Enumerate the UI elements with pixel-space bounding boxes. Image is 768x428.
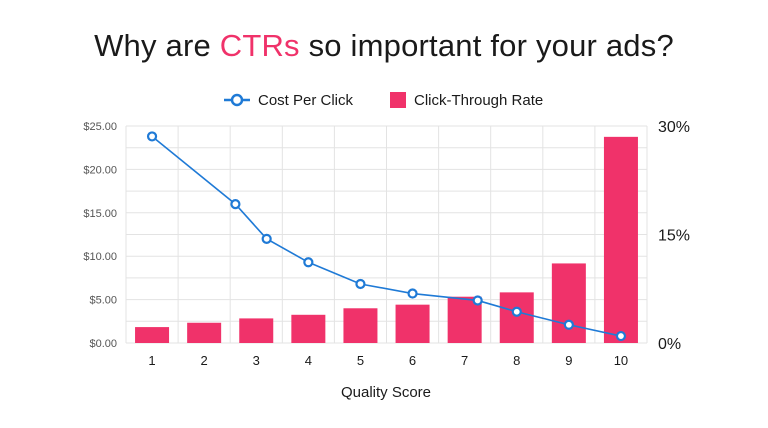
x-tick-label: 4 xyxy=(305,353,312,368)
y-left-tick-label: $25.00 xyxy=(83,121,117,133)
ctr-bars xyxy=(135,136,638,343)
legend-label-click-through-rate: Click-Through Rate xyxy=(414,92,543,109)
cpc-point xyxy=(230,199,241,210)
x-tick-label: 9 xyxy=(565,353,572,368)
ctr-bar xyxy=(603,136,638,343)
ctr-bar xyxy=(291,314,326,343)
y-left-tick-label: $10.00 xyxy=(83,251,117,263)
legend-marker-swatch xyxy=(230,93,244,107)
x-tick-label: 6 xyxy=(409,353,416,368)
x-tick-label: 7 xyxy=(461,353,468,368)
x-tick-label: 5 xyxy=(357,353,364,368)
title-text-before: Why are xyxy=(94,28,220,63)
cpc-point xyxy=(472,295,483,306)
ctr-bar xyxy=(135,327,170,343)
ctr-bar xyxy=(239,318,274,343)
x-axis-label: Quality Score xyxy=(341,384,431,401)
cpc-point xyxy=(407,288,418,299)
y-left-tick-label: $5.00 xyxy=(89,295,117,307)
ctr-bar xyxy=(343,308,378,343)
legend-label-cost-per-click: Cost Per Click xyxy=(258,92,354,109)
cpc-point xyxy=(511,306,522,317)
ctr-bar xyxy=(187,322,222,343)
cpc-point xyxy=(146,131,158,142)
ctr-bar xyxy=(395,304,430,343)
x-tick-label: 3 xyxy=(253,353,260,368)
legend-bar-swatch xyxy=(390,92,406,108)
y-left-tick-label: $0.00 xyxy=(89,338,117,350)
cpc-point xyxy=(261,233,272,244)
y-right-tick-label: 30% xyxy=(658,119,690,136)
title-accent-ctrs: CTRs xyxy=(219,28,300,63)
chart-title: Why are CTRs so important for your ads? xyxy=(0,28,768,64)
y-left-tick-label: $15.00 xyxy=(83,208,117,220)
ctr-bar xyxy=(551,263,586,343)
cpc-point xyxy=(303,257,314,268)
ctr-bar xyxy=(499,292,534,343)
y-right-tick-label: 15% xyxy=(658,228,690,245)
y-right-tick-label: 0% xyxy=(658,336,681,353)
axis-ticks: $0.00 $5.00 $10.00 $15.00 $20.00 $25.00 0% 15% 3… xyxy=(83,119,690,368)
x-tick-label: 8 xyxy=(513,353,520,368)
title-text-after: so important for your ads? xyxy=(299,28,674,63)
x-tick-label: 2 xyxy=(201,353,208,368)
y-left-tick-label: $20.00 xyxy=(83,164,117,176)
cpc-line-path xyxy=(151,135,622,337)
legend: Cost Per Click Click-Through Rate xyxy=(224,92,543,109)
cpc-point xyxy=(563,319,574,330)
cpc-point xyxy=(615,330,627,342)
x-tick-label: 1 xyxy=(148,353,155,368)
cpc-line xyxy=(146,131,627,342)
x-tick-label: 10 xyxy=(614,353,628,368)
cpc-point xyxy=(355,278,366,290)
